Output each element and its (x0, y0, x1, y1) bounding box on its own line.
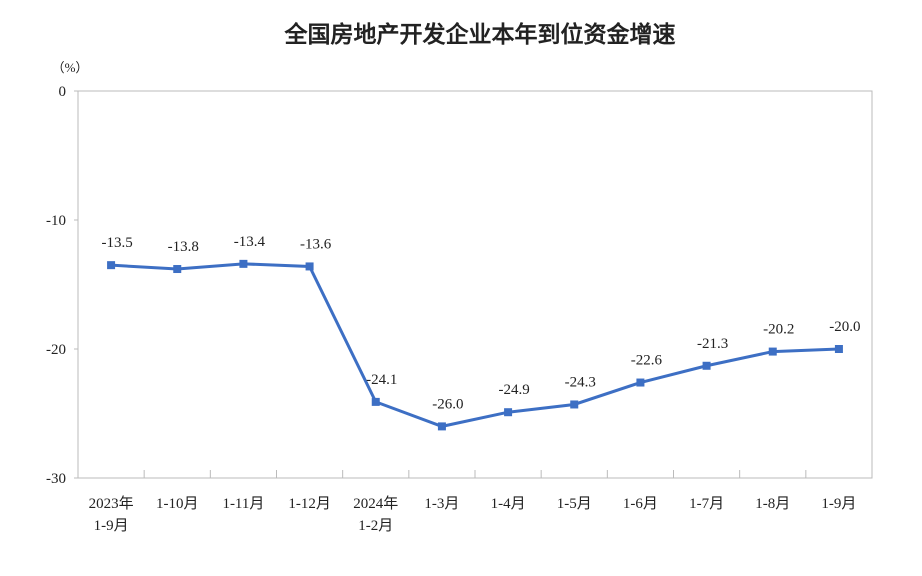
x-tick-label: 1-10月 (156, 496, 199, 512)
marker (834, 345, 843, 353)
x-tick-label: 1-5月 (557, 496, 592, 512)
x-tick-label: 1-11月 (222, 496, 264, 512)
line (110, 262, 839, 428)
marker (768, 347, 777, 356)
x-tick-label: 2023年 1-9月 (89, 495, 134, 534)
y-tick-label: 0 (59, 84, 67, 100)
data-label: -13.6 (300, 236, 332, 252)
y-axis-label: （%） (52, 60, 89, 75)
chart-title: 全国房地产开发企业本年到位资金增速 (284, 21, 676, 48)
marker (239, 259, 248, 268)
y-tick-label: -20 (46, 342, 66, 358)
x-tick-label: 1-4月 (491, 496, 526, 512)
marker (570, 400, 579, 409)
marker (702, 361, 711, 370)
x-tick-label: 1-3月 (424, 496, 459, 512)
data-label: -13.5 (101, 235, 132, 251)
x-tick-label: 2024年 1-2月 (353, 495, 398, 534)
data-label: -22.6 (631, 353, 663, 369)
data-label: -24.9 (498, 382, 529, 398)
y-tick-label: -30 (46, 471, 66, 487)
data-label: -24.3 (565, 374, 596, 390)
data-label: -20.2 (763, 322, 794, 338)
x-tick-label: 1-8月 (755, 496, 790, 512)
data-label: -26.0 (432, 396, 463, 412)
x-tick-label: 1-12月 (288, 496, 331, 512)
marker (504, 408, 513, 417)
x-tick-label: 1-9月 (821, 496, 856, 512)
data-label: -21.3 (697, 336, 728, 352)
y-tick-label: -10 (46, 213, 66, 229)
data-label: -24.1 (366, 372, 397, 388)
marker (305, 262, 314, 271)
x-tick-label: 1-6月 (623, 496, 658, 512)
marker (636, 378, 645, 387)
marker (107, 261, 116, 270)
marker (371, 397, 380, 406)
data-label: -13.8 (168, 239, 199, 255)
marker (437, 422, 446, 431)
data-label: -13.4 (234, 234, 266, 250)
data-label: -20.0 (829, 319, 860, 335)
x-tick-label: 1-7月 (689, 496, 724, 512)
marker (173, 265, 182, 274)
